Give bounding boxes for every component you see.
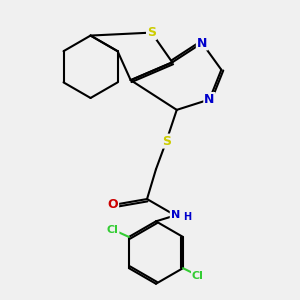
Text: N: N <box>204 93 214 106</box>
Text: N: N <box>171 210 180 220</box>
Text: Cl: Cl <box>106 224 119 235</box>
Text: H: H <box>184 212 192 222</box>
Text: Cl: Cl <box>192 271 204 281</box>
Text: S: S <box>147 26 156 39</box>
Text: S: S <box>162 135 171 148</box>
Text: O: O <box>107 199 118 212</box>
Text: N: N <box>197 37 207 50</box>
